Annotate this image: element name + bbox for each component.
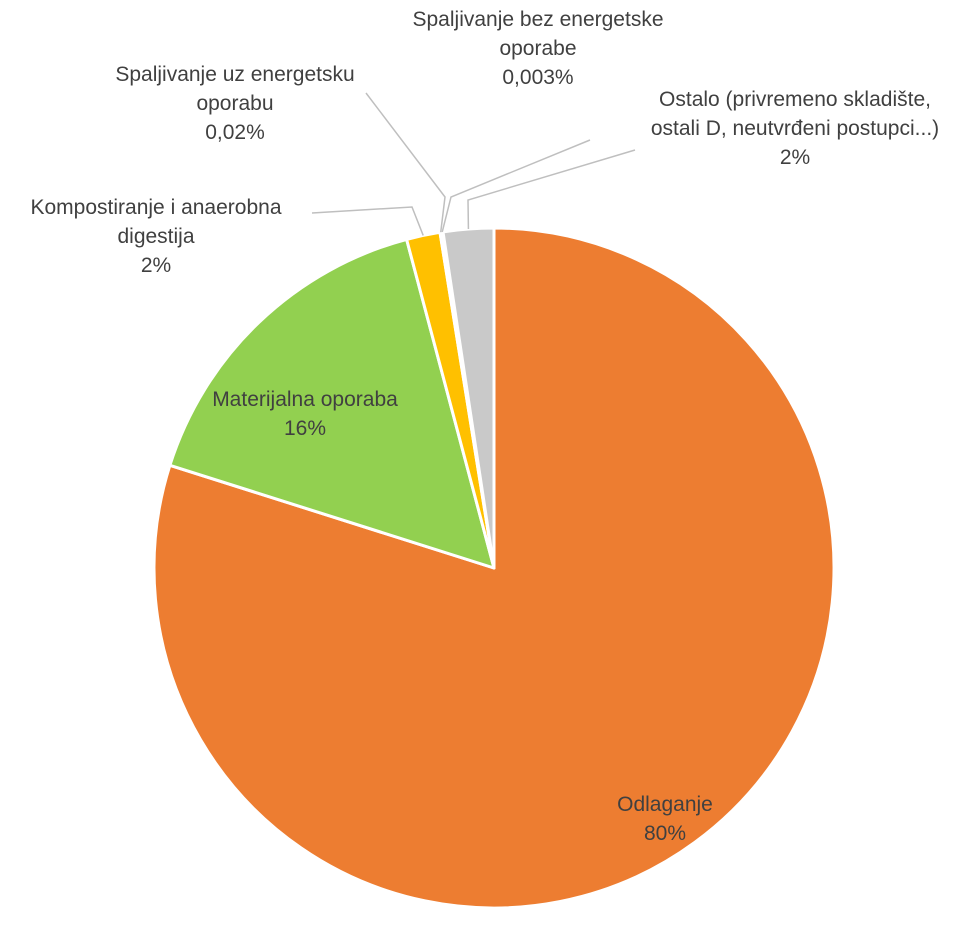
label-spaljivanje-bez: Spaljivanje bez energetske oporabe 0,003… bbox=[393, 5, 683, 92]
label-kompostiranje-percent: 2% bbox=[140, 254, 172, 277]
label-materijalna-percent: 16% bbox=[283, 417, 327, 440]
label-materijalna-name: Materijalna oporaba bbox=[212, 388, 398, 411]
slice-materijalna bbox=[168, 237, 496, 570]
label-spaljivanje-uz-line2: oporabu bbox=[196, 92, 274, 115]
leader-line-kompostiranje bbox=[311, 206, 424, 236]
label-odlaganje-name: Odlaganje bbox=[617, 793, 713, 816]
label-spaljivanje-bez-line1: Spaljivanje bez energetske bbox=[412, 8, 664, 31]
label-spaljivanje-bez-percent: 0,003% bbox=[502, 66, 574, 89]
label-kompostiranje-line1: Kompostiranje i anaerobna bbox=[30, 196, 282, 219]
leader-line-spaljivanje-bez bbox=[441, 139, 591, 233]
label-ostalo: Ostalo (privremeno skladište, ostali D, … bbox=[620, 85, 970, 172]
label-kompostiranje: Kompostiranje i anaerobna digestija 2% bbox=[0, 193, 312, 280]
label-odlaganje: Odlaganje 80% bbox=[560, 790, 770, 848]
label-materijalna: Materijalna oporaba 16% bbox=[175, 385, 435, 443]
label-ostalo-percent: 2% bbox=[779, 146, 811, 169]
label-odlaganje-percent: 80% bbox=[643, 822, 687, 845]
leader-line-spaljivanje-uz bbox=[365, 92, 446, 233]
label-ostalo-line1: Ostalo (privremeno skladište, bbox=[659, 88, 931, 111]
leader-line-ostalo bbox=[467, 149, 636, 229]
label-spaljivanje-uz-line1: Spaljivanje uz energetsku bbox=[115, 63, 355, 86]
label-ostalo-line2: ostali D, neutvrđeni postupci...) bbox=[650, 117, 940, 140]
label-kompostiranje-line2: digestija bbox=[117, 225, 195, 248]
label-spaljivanje-bez-line2: oporabe bbox=[499, 37, 577, 60]
label-spaljivanje-uz: Spaljivanje uz energetsku oporabu 0,02% bbox=[90, 60, 380, 147]
label-spaljivanje-uz-percent: 0,02% bbox=[205, 121, 265, 144]
